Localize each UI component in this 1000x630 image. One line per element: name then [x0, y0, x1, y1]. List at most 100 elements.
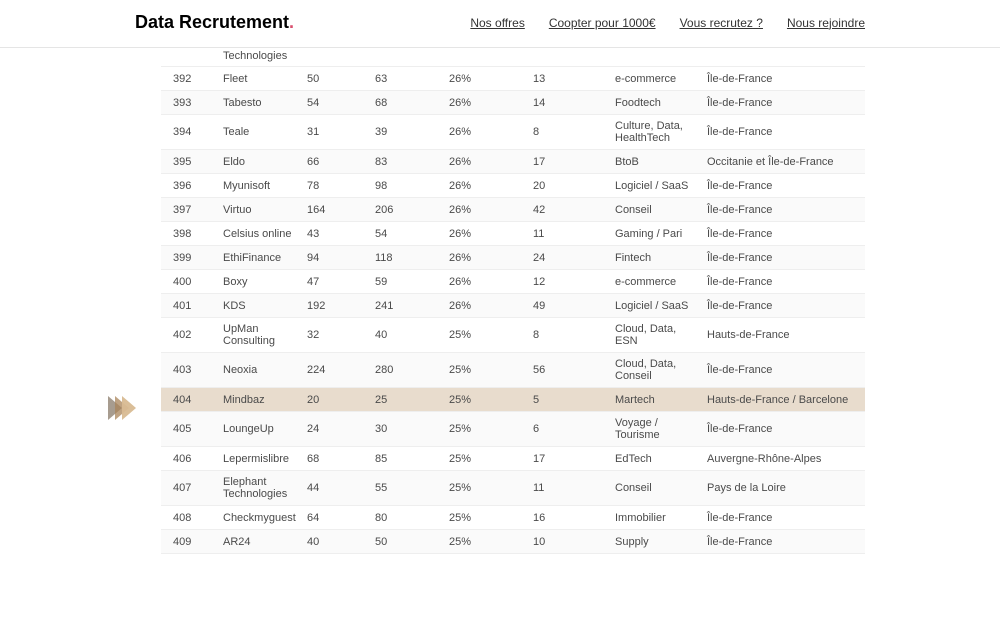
rank-cell: 405 — [161, 423, 223, 435]
table-row: 408Checkmyguest648025%16ImmobilierÎle-de… — [161, 506, 865, 530]
name-cell: Neoxia — [223, 364, 307, 376]
region-cell: Île-de-France — [707, 423, 865, 435]
sector-cell: Conseil — [615, 482, 707, 494]
pct-cell: 26% — [449, 73, 533, 85]
pct-cell: 26% — [449, 126, 533, 138]
main-content: Technologies 392Fleet506326%13e-commerceÎ… — [0, 48, 1000, 554]
table-row: 395Eldo668326%17BtoBOccitanie et Île-de-… — [161, 150, 865, 174]
region-cell: Île-de-France — [707, 73, 865, 85]
pct-cell: 26% — [449, 252, 533, 264]
col-c-cell: 8 — [533, 329, 615, 341]
rank-cell: 393 — [161, 97, 223, 109]
pct-cell: 25% — [449, 482, 533, 494]
highlight-arrow-icon — [108, 396, 138, 420]
region-cell: Île-de-France — [707, 180, 865, 192]
ranking-table: Technologies 392Fleet506326%13e-commerceÎ… — [161, 48, 865, 554]
rank-cell: 398 — [161, 228, 223, 240]
sector-cell: Fintech — [615, 252, 707, 264]
col-c-cell: 11 — [533, 228, 615, 240]
col-a-cell: 20 — [307, 394, 375, 406]
col-b-cell: 118 — [375, 252, 449, 264]
rank-cell: 404 — [161, 394, 223, 406]
name-cell: KDS — [223, 300, 307, 312]
col-c-cell: 20 — [533, 180, 615, 192]
sector-cell: Immobilier — [615, 512, 707, 524]
table-row: 397Virtuo16420626%42ConseilÎle-de-France — [161, 198, 865, 222]
sector-cell: Conseil — [615, 204, 707, 216]
region-cell: Île-de-France — [707, 204, 865, 216]
site-header: Data Recrutement. Nos offres Coopter pou… — [0, 0, 1000, 48]
table-row: 400Boxy475926%12e-commerceÎle-de-France — [161, 270, 865, 294]
name-cell: Elephant Technologies — [223, 476, 307, 500]
col-b-cell: 63 — [375, 73, 449, 85]
col-a-cell: 224 — [307, 364, 375, 376]
col-c-cell: 42 — [533, 204, 615, 216]
region-cell: Auvergne-Rhône-Alpes — [707, 453, 865, 465]
rank-cell: 399 — [161, 252, 223, 264]
col-a-cell: 54 — [307, 97, 375, 109]
col-b-cell: 241 — [375, 300, 449, 312]
pct-cell: 26% — [449, 180, 533, 192]
col-c-cell: 24 — [533, 252, 615, 264]
col-b-cell: 68 — [375, 97, 449, 109]
col-b-cell: 55 — [375, 482, 449, 494]
rank-cell: 408 — [161, 512, 223, 524]
col-a-cell: 64 — [307, 512, 375, 524]
col-b-cell: 80 — [375, 512, 449, 524]
col-c-cell: 8 — [533, 126, 615, 138]
name-cell: Checkmyguest — [223, 512, 307, 524]
sector-cell: EdTech — [615, 453, 707, 465]
region-cell: Hauts-de-France / Barcelone — [707, 394, 865, 406]
pct-cell: 25% — [449, 512, 533, 524]
col-c-cell: 11 — [533, 482, 615, 494]
col-a-cell: 47 — [307, 276, 375, 288]
table-row: 394Teale313926%8Culture, Data, HealthTec… — [161, 115, 865, 150]
sector-cell: Culture, Data, HealthTech — [615, 120, 707, 144]
col-b-cell: 83 — [375, 156, 449, 168]
name-cell: UpMan Consulting — [223, 323, 307, 347]
logo-text: Data Recrutement — [135, 12, 289, 32]
pct-cell: 26% — [449, 204, 533, 216]
table-row: 399EthiFinance9411826%24FintechÎle-de-Fr… — [161, 246, 865, 270]
col-c-cell: 12 — [533, 276, 615, 288]
logo-dot: . — [289, 12, 294, 32]
col-b-cell: 39 — [375, 126, 449, 138]
name-cell: EthiFinance — [223, 252, 307, 264]
col-c-cell: 10 — [533, 536, 615, 548]
pct-cell: 26% — [449, 97, 533, 109]
name-cell: Technologies — [223, 50, 307, 62]
col-a-cell: 192 — [307, 300, 375, 312]
col-c-cell: 6 — [533, 423, 615, 435]
nav-link-join[interactable]: Nous rejoindre — [787, 16, 865, 30]
rank-cell: 401 — [161, 300, 223, 312]
col-c-cell: 17 — [533, 156, 615, 168]
col-a-cell: 44 — [307, 482, 375, 494]
col-c-cell: 5 — [533, 394, 615, 406]
col-b-cell: 85 — [375, 453, 449, 465]
col-c-cell: 49 — [533, 300, 615, 312]
rank-cell: 402 — [161, 329, 223, 341]
rank-cell: 400 — [161, 276, 223, 288]
col-a-cell: 43 — [307, 228, 375, 240]
table-row: 392Fleet506326%13e-commerceÎle-de-France — [161, 67, 865, 91]
pct-cell: 25% — [449, 453, 533, 465]
name-cell: Celsius online — [223, 228, 307, 240]
col-a-cell: 31 — [307, 126, 375, 138]
rank-cell: 394 — [161, 126, 223, 138]
region-cell: Île-de-France — [707, 126, 865, 138]
region-cell: Île-de-France — [707, 536, 865, 548]
col-b-cell: 98 — [375, 180, 449, 192]
name-cell: Teale — [223, 126, 307, 138]
pct-cell: 25% — [449, 536, 533, 548]
nav-link-coopt[interactable]: Coopter pour 1000€ — [549, 16, 656, 30]
col-a-cell: 68 — [307, 453, 375, 465]
region-cell: Île-de-France — [707, 228, 865, 240]
nav-link-offers[interactable]: Nos offres — [470, 16, 524, 30]
col-a-cell: 78 — [307, 180, 375, 192]
nav-link-recruit[interactable]: Vous recrutez ? — [680, 16, 763, 30]
col-b-cell: 59 — [375, 276, 449, 288]
site-logo[interactable]: Data Recrutement. — [135, 12, 294, 33]
pct-cell: 25% — [449, 329, 533, 341]
sector-cell: Cloud, Data, ESN — [615, 323, 707, 347]
region-cell: Occitanie et Île-de-France — [707, 156, 865, 168]
